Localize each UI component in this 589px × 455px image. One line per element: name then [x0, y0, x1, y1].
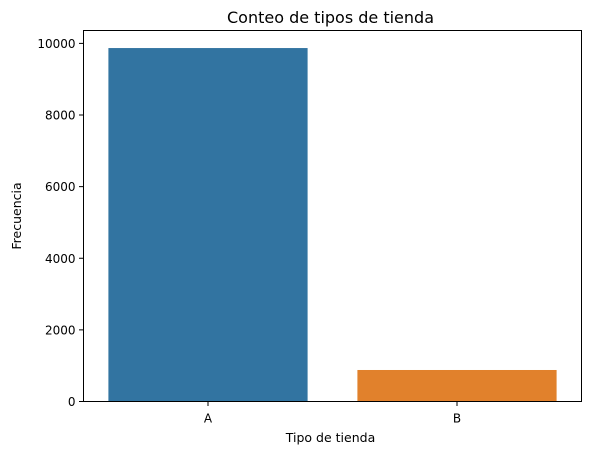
y-axis-label: Frecuencia: [9, 182, 24, 249]
bar-a: [108, 48, 308, 402]
x-tick-label: B: [453, 412, 461, 426]
y-axis-ticks: 0 2000 4000 6000 8000 10000: [37, 37, 84, 409]
chart-title: Conteo de tipos de tienda: [227, 8, 434, 27]
x-axis-label: Tipo de tienda: [285, 430, 375, 445]
y-tick-label: 0: [68, 395, 76, 409]
x-tick-label: A: [204, 412, 213, 426]
plot-frame: [83, 30, 582, 402]
y-tick-label: 2000: [45, 323, 76, 337]
bar-b: [357, 369, 557, 402]
y-tick-label: 10000: [37, 37, 75, 51]
bars-group: [108, 48, 557, 402]
y-tick-label: 8000: [45, 109, 76, 123]
y-tick-label: 6000: [45, 180, 76, 194]
y-tick-label: 4000: [45, 252, 76, 266]
